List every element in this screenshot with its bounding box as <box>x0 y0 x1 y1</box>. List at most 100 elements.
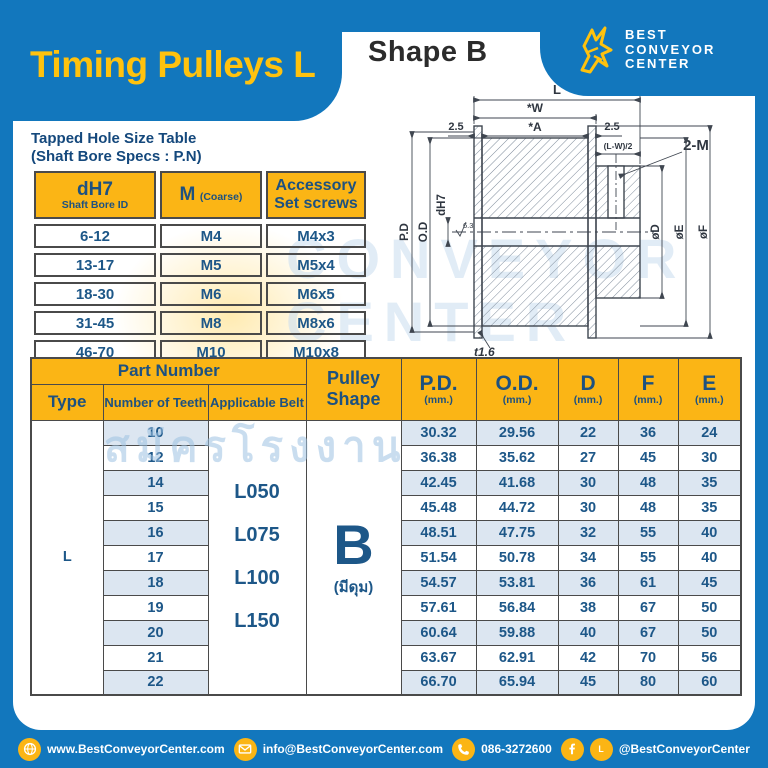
cell-teeth: 14 <box>102 469 209 496</box>
table-row: L 10 L050 L075 L100 L150 B (มีดุม) 30.32… <box>30 419 742 696</box>
cell-d: 38 <box>557 594 619 621</box>
od-header: O.D. (mm.) <box>475 357 559 421</box>
cell-e: 40 <box>677 544 742 571</box>
cell-setscrew: M6x5 <box>266 282 366 306</box>
type-value: L <box>30 419 104 696</box>
belt-item: L050 <box>234 481 280 504</box>
shape-heading: Shape B <box>368 36 488 68</box>
table-row: 17 51.54 50.78 34 55 40 <box>31 544 742 571</box>
footer-website-text: www.BestConveyorCenter.com <box>47 742 225 756</box>
footer-email: info@BestConveyorCenter.com <box>233 737 444 761</box>
cell-e: 50 <box>677 619 742 646</box>
logo-line-1: BEST <box>625 26 668 42</box>
pulley-technical-drawing: L *W *A 2.5 2.5 (L-W)/2 2-M P.D O.D dH7 … <box>390 70 750 360</box>
cell-m: M5 <box>160 253 262 277</box>
cell-od: 47.75 <box>475 519 559 546</box>
cell-e: 40 <box>677 519 742 546</box>
cell-od: 29.56 <box>475 419 559 446</box>
cell-d: 34 <box>557 544 619 571</box>
phone-icon <box>452 737 476 761</box>
cell-f: 48 <box>617 494 679 521</box>
table-row: 22 66.70 65.94 45 80 60 <box>31 669 742 696</box>
cell-f: 67 <box>617 594 679 621</box>
logo-text: BEST CONVEYOR CENTER <box>625 26 716 73</box>
tapped-hole-size-table: dH7 Shaft Bore ID M (Coarse) Accessory S… <box>30 166 370 369</box>
cell-e: 60 <box>677 669 742 696</box>
dim-W: *W <box>527 101 544 115</box>
tapped-col-setscrew: Accessory Set screws <box>266 171 366 219</box>
globe-icon <box>18 737 42 761</box>
table-row: 18-30 M6 M6x5 <box>34 282 366 306</box>
part-number-header: Part Number <box>30 357 307 385</box>
pulley-section-hatch <box>474 126 640 338</box>
cell-f: 48 <box>617 469 679 496</box>
belt-item: L075 <box>234 524 280 547</box>
table-row: 6-12 M4 M4x3 <box>34 224 366 248</box>
e-header: E (mm.) <box>677 357 742 421</box>
dim-dH7: dH7 <box>436 194 448 216</box>
cell-setscrew: M8x6 <box>266 311 366 335</box>
cell-bore: 18-30 <box>34 282 156 306</box>
cell-d: 40 <box>557 619 619 646</box>
cell-od: 53.81 <box>475 569 559 596</box>
tapped-table-title: Tapped Hole Size Table (Shaft Bore Specs… <box>31 130 202 166</box>
cell-pd: 57.61 <box>400 594 477 621</box>
roughness-mark: 6.3 <box>463 221 473 230</box>
belt-item: L150 <box>234 610 280 633</box>
dim-25-right: 2.5 <box>604 121 619 133</box>
cell-od: 35.62 <box>475 444 559 471</box>
cell-e: 35 <box>677 494 742 521</box>
footer-social-text: @BestConveyorCenter <box>618 742 750 756</box>
belt-item: L100 <box>234 567 280 590</box>
cell-f: 67 <box>617 619 679 646</box>
cell-bore: 6-12 <box>34 224 156 248</box>
dim-diaD: øD <box>650 224 662 239</box>
cell-e: 30 <box>677 444 742 471</box>
cell-e: 50 <box>677 594 742 621</box>
cell-teeth: 17 <box>102 544 209 571</box>
line-icon: L <box>589 737 613 761</box>
logo-line-3: CENTER <box>625 56 691 72</box>
dim-LW2: (L-W)/2 <box>604 141 633 151</box>
dim-diaE: øE <box>674 224 686 239</box>
cell-pd: 54.57 <box>400 569 477 596</box>
cell-f: 61 <box>617 569 679 596</box>
cell-pd: 36.38 <box>400 444 477 471</box>
tapped-title-line1: Tapped Hole Size Table <box>31 130 197 147</box>
f-header: F (mm.) <box>617 357 679 421</box>
tapped-header-row: dH7 Shaft Bore ID M (Coarse) Accessory S… <box>34 171 366 219</box>
table-row: 31-45 M8 M8x6 <box>34 311 366 335</box>
cell-teeth: 16 <box>102 519 209 546</box>
cell-d: 45 <box>557 669 619 696</box>
dim-A: *A <box>528 120 542 134</box>
cell-od: 59.88 <box>475 619 559 646</box>
table-row: 15 45.48 44.72 30 48 35 <box>31 494 742 521</box>
cell-d: 42 <box>557 644 619 671</box>
cell-f: 55 <box>617 544 679 571</box>
cell-od: 41.68 <box>475 469 559 496</box>
cell-pd: 30.32 <box>400 419 477 446</box>
dim-2M: 2-M <box>683 137 709 154</box>
cell-teeth: 20 <box>102 619 209 646</box>
pulley-spec-table: Part Number Pulley Shape P.D. (mm.) O.D.… <box>30 357 743 696</box>
pd-header: P.D. (mm.) <box>400 357 477 421</box>
cell-od: 56.84 <box>475 594 559 621</box>
teeth-header: Number of Teeth <box>102 383 209 421</box>
footer-email-text: info@BestConveyorCenter.com <box>262 742 444 756</box>
cell-bore: 13-17 <box>34 253 156 277</box>
logo-line-2: CONVEYOR <box>625 41 716 57</box>
table-row: 12 36.38 35.62 27 45 30 <box>31 444 742 471</box>
tapped-col-bore: dH7 Shaft Bore ID <box>34 171 156 219</box>
svg-text:L: L <box>599 744 605 754</box>
cell-m: M6 <box>160 282 262 306</box>
goat-icon <box>574 22 616 79</box>
table-row: 13-17 M5 M5x4 <box>34 253 366 277</box>
mail-icon <box>233 737 257 761</box>
cell-od: 65.94 <box>475 669 559 696</box>
dim-t16: t1.6 <box>474 345 495 359</box>
main-header-row-1: Part Number Pulley Shape P.D. (mm.) O.D.… <box>30 357 742 421</box>
cell-f: 55 <box>617 519 679 546</box>
title-band: Timing Pulleys L <box>0 0 342 121</box>
cell-pd: 42.45 <box>400 469 477 496</box>
cell-d: 36 <box>557 569 619 596</box>
